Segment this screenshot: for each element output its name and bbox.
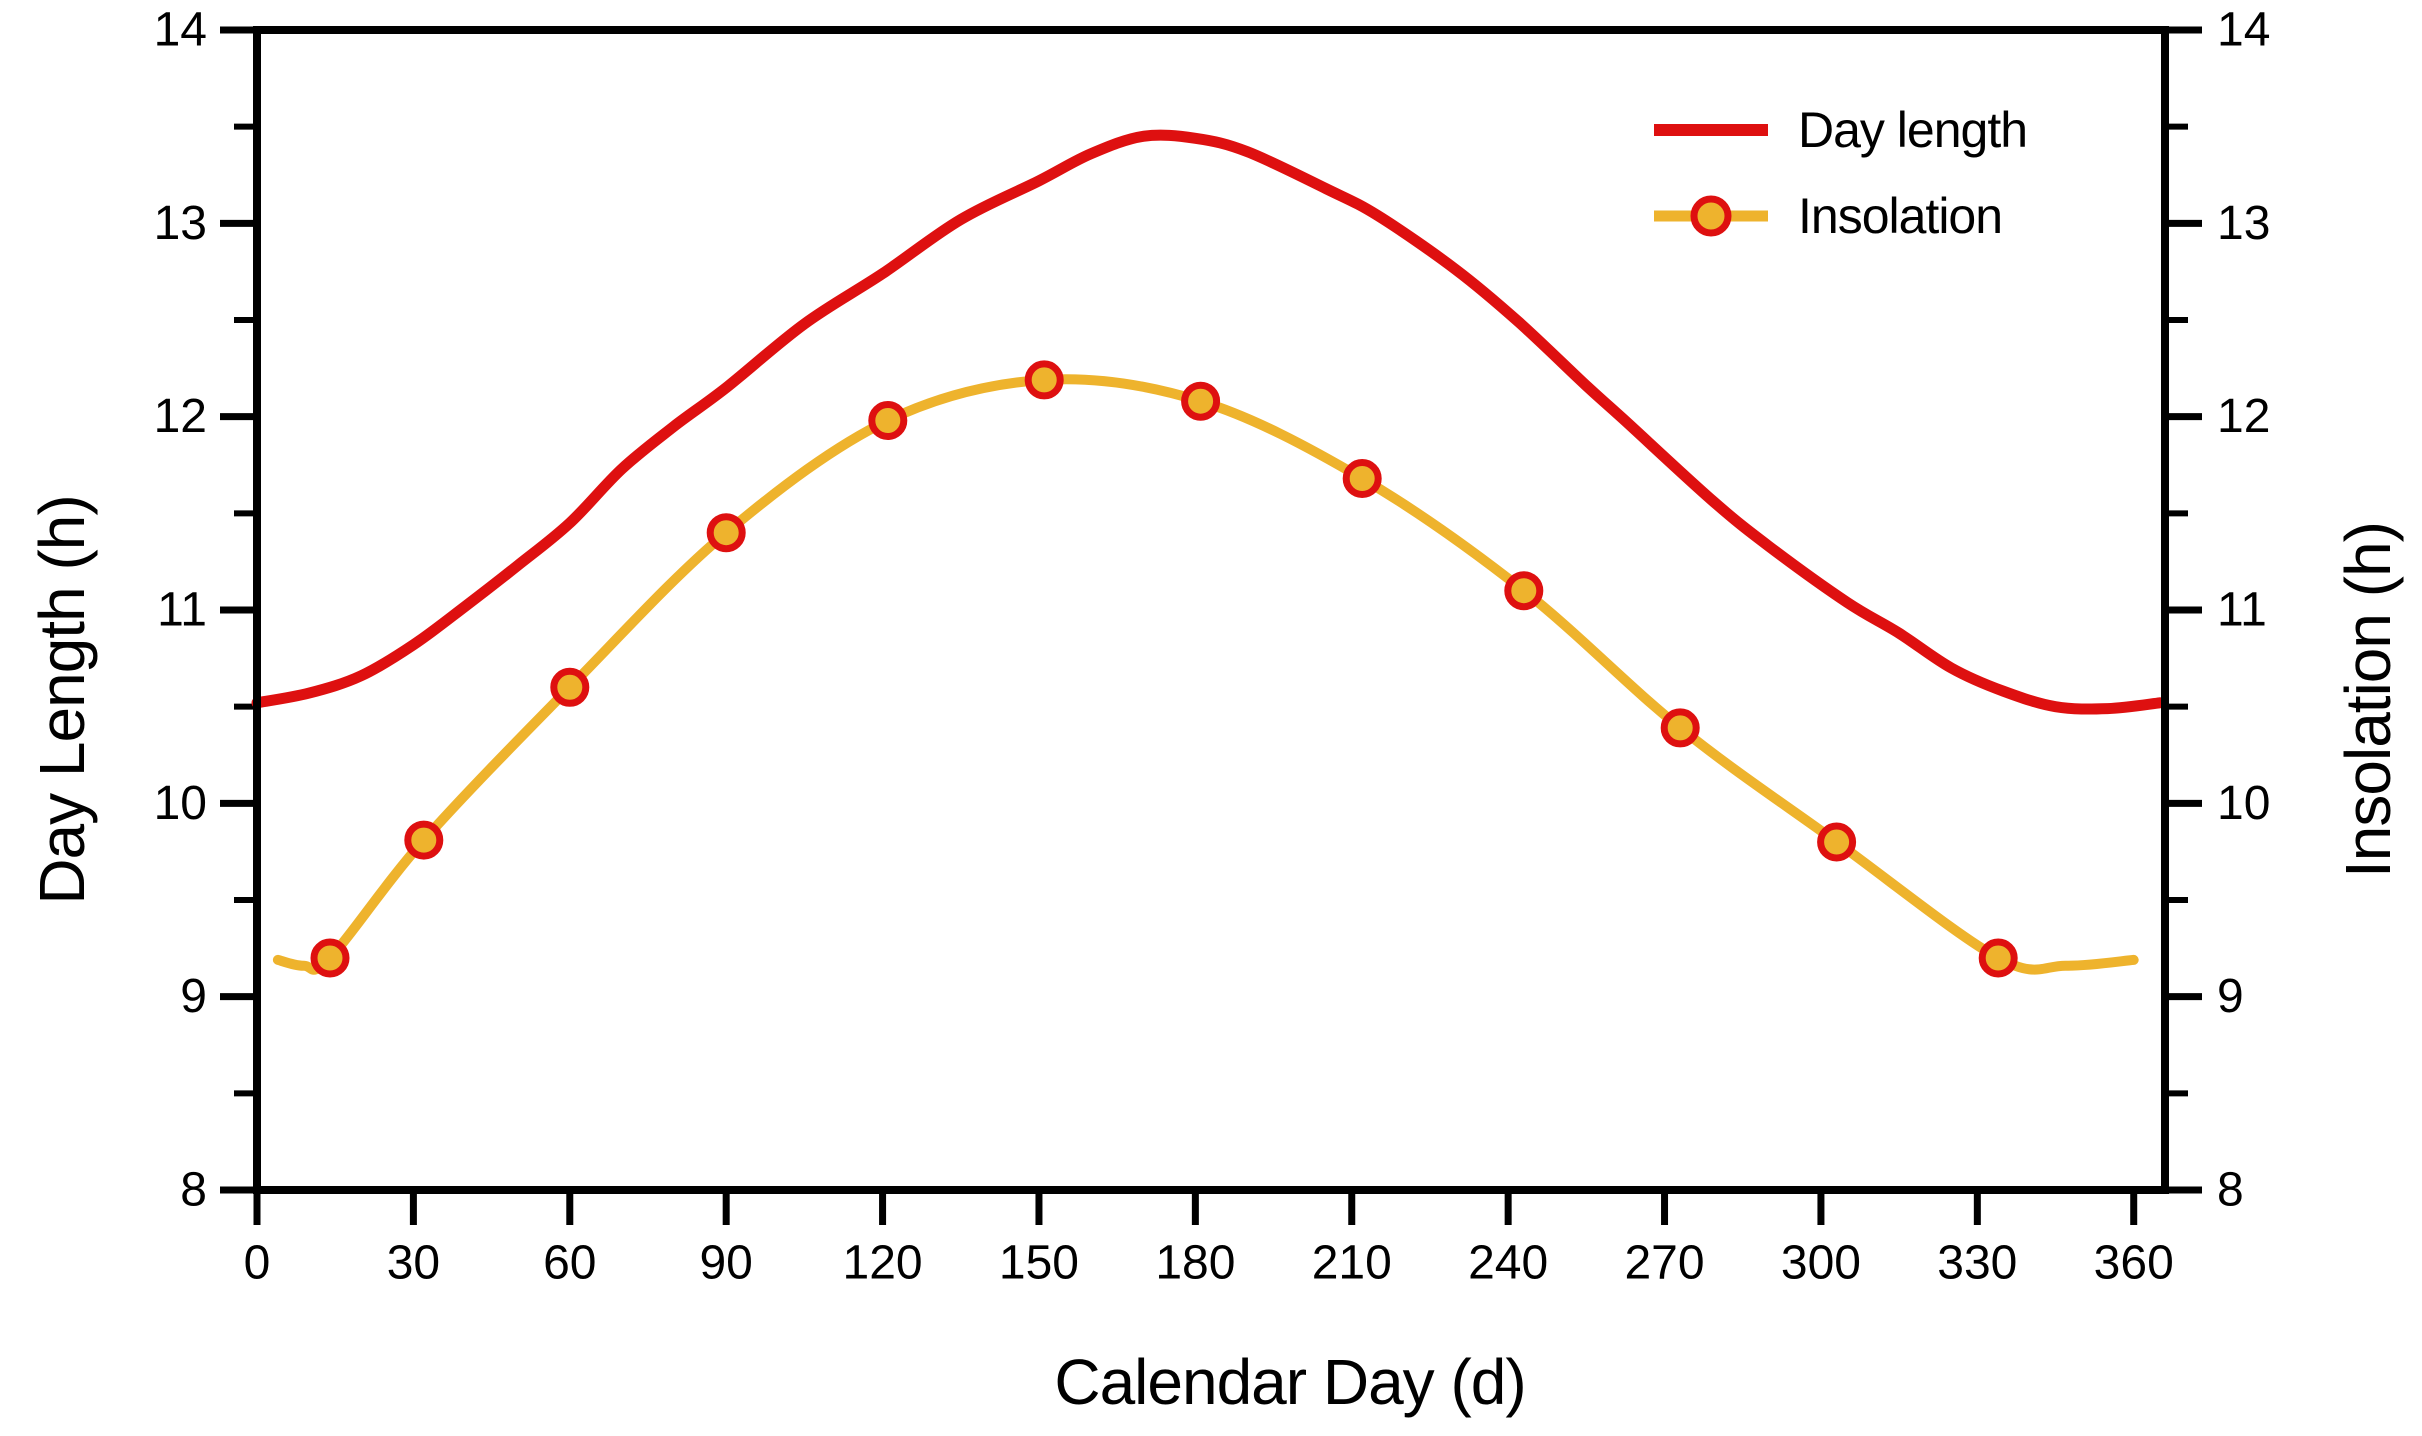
x-axis-tick-label: 360 — [2094, 1237, 2174, 1290]
x-axis-tick-label: 120 — [843, 1237, 923, 1290]
x-axis-title: Calendar Day (d) — [1054, 1346, 1526, 1418]
left-y-axis-tick-label: 11 — [157, 584, 207, 637]
left-y-axis-title: Day Length (h) — [26, 495, 98, 905]
x-axis-tick-label: 270 — [1624, 1237, 1704, 1290]
insolation-marker — [1504, 571, 1544, 611]
right-y-axis-tick-label: 11 — [2217, 584, 2267, 637]
insolation-marker — [310, 938, 350, 978]
insolation-marker — [1342, 459, 1382, 498]
right-y-axis-tick-label: 8 — [2217, 1164, 2244, 1217]
left-y-axis-tick-label: 10 — [154, 777, 207, 830]
legend-label-insolation: Insolation — [1798, 188, 2003, 244]
left-y-axis-tick-label: 12 — [154, 390, 207, 443]
insolation-marker — [706, 513, 746, 553]
right-y-axis-tick-label: 9 — [2217, 970, 2244, 1023]
insolation-marker — [550, 667, 590, 707]
insolation-marker — [1024, 360, 1064, 400]
x-axis-tick-label: 90 — [699, 1237, 752, 1290]
left-y-axis-tick-label: 9 — [180, 970, 207, 1023]
right-y-axis-tick-label: 14 — [2217, 4, 2270, 57]
day-length-curve — [251, 129, 2166, 715]
x-axis-tick-label: 240 — [1468, 1237, 1548, 1290]
legend: Day length Insolation — [1652, 92, 2028, 254]
left-y-axis-tick-label: 8 — [180, 1164, 207, 1217]
legend-label-day-length: Day length — [1798, 102, 2028, 158]
insolation-marker — [868, 401, 908, 440]
right-y-axis-title: Insolation (h) — [2332, 522, 2404, 878]
right-y-axis-tick-label: 10 — [2217, 777, 2270, 830]
x-axis-tick-label: 300 — [1781, 1237, 1861, 1290]
insolation-marker — [1181, 381, 1221, 421]
insolation-marker-swatch — [1654, 195, 1768, 237]
plot-border — [253, 26, 2169, 1194]
x-axis-tick-label: 0 — [244, 1237, 271, 1290]
day-length-line-swatch — [1654, 124, 1768, 136]
legend-item-day-length: Day length — [1652, 92, 2028, 168]
x-axis-tick-label: 210 — [1312, 1237, 1392, 1290]
left-y-axis-tick-label: 14 — [154, 4, 207, 57]
x-axis-tick-label: 60 — [543, 1237, 596, 1290]
right-y-axis-tick-label: 13 — [2217, 197, 2270, 250]
insolation-marker — [1660, 708, 1700, 748]
x-axis-tick-label: 150 — [999, 1237, 1079, 1290]
insolation-marker — [1817, 822, 1857, 862]
x-axis-tick-label: 30 — [387, 1237, 440, 1290]
x-axis-tick-label: 180 — [1155, 1237, 1235, 1290]
insolation-marker — [1978, 938, 2018, 978]
insolation-marker — [404, 820, 444, 860]
right-y-axis-tick-label: 12 — [2217, 390, 2270, 443]
left-y-axis-tick-label: 13 — [154, 197, 207, 250]
x-axis-tick-label: 330 — [1937, 1237, 2017, 1290]
legend-item-insolation: Insolation — [1652, 178, 2027, 254]
